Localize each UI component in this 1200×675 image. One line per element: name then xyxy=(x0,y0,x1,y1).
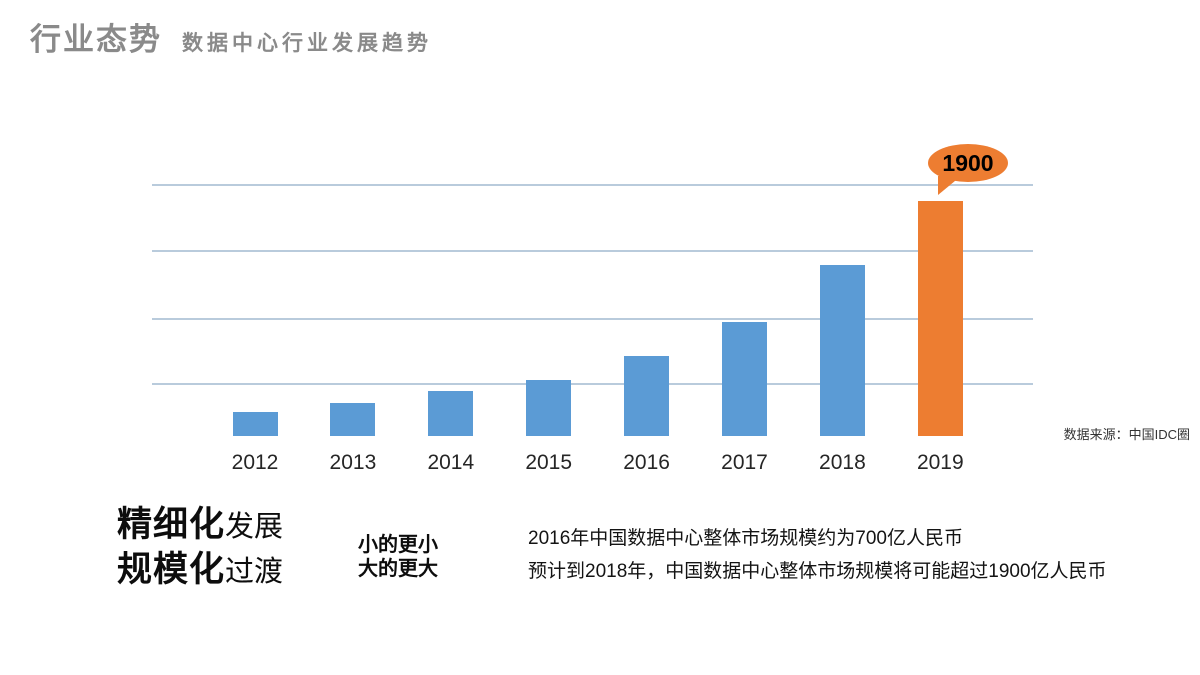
page-subtitle: 数据中心行业发展趋势 xyxy=(182,32,432,55)
callout-tail-icon xyxy=(938,176,961,195)
bar-2013 xyxy=(330,403,376,436)
slide-header: 行业态势 数据中心行业发展趋势 xyxy=(30,14,432,59)
slogan-line-2: 规模化过渡 xyxy=(117,551,283,596)
slogan-keyword-1: 精细化 xyxy=(117,505,226,544)
data-callout-bubble: 1900 xyxy=(928,144,1008,182)
gridline xyxy=(152,184,1033,186)
x-axis-label-2018: 2018 xyxy=(819,451,866,474)
callout-value: 1900 xyxy=(942,149,994,176)
gridline xyxy=(152,318,1033,320)
slogan-block: 精细化发展 规模化过渡 xyxy=(117,506,283,596)
data-source: 数据来源：中国IDC圈 xyxy=(1063,427,1190,442)
sub-slogan-line-1: 小的更小 xyxy=(358,534,438,556)
bar-2014 xyxy=(428,391,474,436)
x-axis-label-2017: 2017 xyxy=(721,451,768,474)
x-axis-label-2016: 2016 xyxy=(623,451,670,474)
bar-2019 xyxy=(917,201,963,436)
x-axis-label-2015: 2015 xyxy=(525,451,573,474)
market-summary: 2016年中国数据中心整体市场规模约为700亿人民币 预计到2018年，中国数据… xyxy=(528,522,1107,588)
slogan-line-1: 精细化发展 xyxy=(117,506,283,551)
bar-chart: 2012 2013 2014 2015 2016 2017 2018 2019 1900 数据… xyxy=(152,144,1190,474)
slogan-rest-1: 发展 xyxy=(225,511,284,543)
page-title: 行业态势 xyxy=(30,22,162,57)
market-summary-line-2: 预计到2018年，中国数据中心整体市场规模将可能超过1900亿人民币 xyxy=(528,561,1107,582)
sub-slogan-block: 小的更小 大的更大 xyxy=(358,533,438,581)
bar-2015 xyxy=(526,380,572,436)
bar-2012 xyxy=(232,412,278,436)
x-axis-label-2014: 2014 xyxy=(427,451,475,474)
x-axis-label-2013: 2013 xyxy=(329,451,377,474)
bar-2018 xyxy=(819,265,865,436)
bar-2016 xyxy=(624,356,670,436)
slogan-rest-2: 过渡 xyxy=(225,556,284,588)
x-axis-label-2012: 2012 xyxy=(231,451,279,474)
slogan-keyword-2: 规模化 xyxy=(117,550,226,589)
sub-slogan-line-2: 大的更大 xyxy=(358,558,438,580)
market-summary-line-1: 2016年中国数据中心整体市场规模约为700亿人民币 xyxy=(528,528,963,549)
bar-2017 xyxy=(722,322,767,436)
gridline xyxy=(152,250,1033,252)
gridline xyxy=(152,383,1033,385)
x-axis-label-2019: 2019 xyxy=(916,451,964,474)
